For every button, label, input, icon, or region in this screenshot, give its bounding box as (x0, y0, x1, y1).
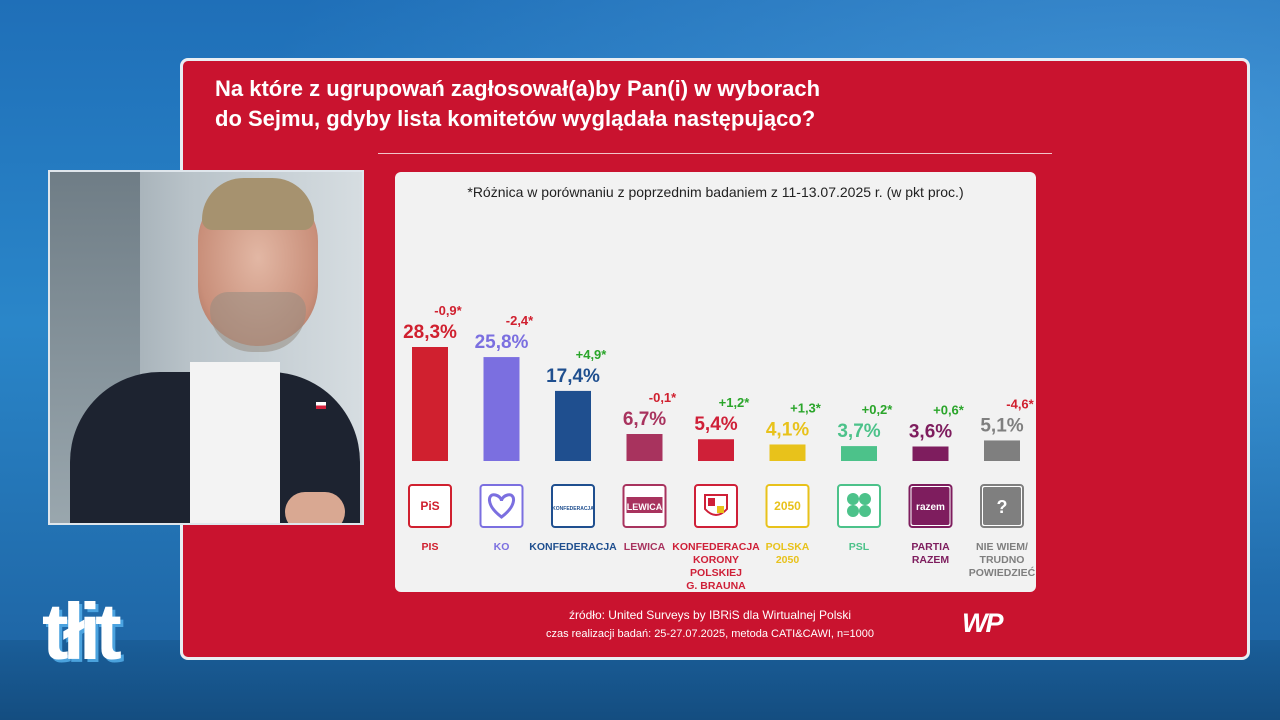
party-logo-text-8: ? (997, 497, 1008, 517)
value-label-2: 17,4% (546, 366, 600, 387)
chart-card: *Różnica w porównaniu z poprzednim badan… (395, 172, 1036, 592)
logo-fill-7 (911, 487, 950, 525)
value-label-4: 5,4% (694, 414, 737, 435)
bar-chart: 28,3% -0,9* PiS PIS 25,8% -2,4* KO 17,4% +4,9* KO… (403, 303, 1036, 592)
change-label-0: -0,9* (434, 303, 462, 318)
wp-logo: WP (962, 608, 1004, 638)
category-label-2-0: KONFEDERACJA (529, 541, 617, 553)
clover-leaf-icon-0 (847, 493, 859, 505)
presenter-shirt (190, 362, 280, 523)
lewica-band-icon (626, 497, 663, 513)
category-label-4-1: KORONY (693, 554, 739, 566)
party-logo-tile-0 (408, 484, 452, 528)
change-label-1: -2,4* (506, 313, 534, 328)
party-logo-tile-2 (551, 484, 595, 528)
flag-pin-icon (316, 402, 326, 409)
presenter-beard (210, 292, 306, 352)
shield-quarter-icon (708, 498, 715, 506)
party-logo-text-0: PiS (420, 499, 439, 513)
change-note: *Różnica w porównaniu z poprzednim badan… (467, 184, 964, 200)
party-logo-text-2: KONFEDERACJA (552, 506, 594, 512)
change-label-3: -0,1* (649, 390, 677, 405)
party-logo-tile-5 (765, 484, 810, 528)
bar-0 (412, 347, 448, 461)
bar-7 (912, 446, 949, 461)
presenter-hair (202, 178, 314, 230)
category-label-7-0: PARTIA (911, 541, 950, 553)
value-label-8: 5,1% (980, 415, 1023, 436)
bar-8 (984, 440, 1020, 461)
poll-question: Na które z ugrupowań zagłosował(a)by Pan… (215, 74, 915, 134)
value-label-7: 3,6% (909, 421, 952, 442)
category-label-5-0: POLSKA (766, 541, 810, 553)
change-label-5: +1,3* (790, 400, 822, 415)
change-label-8: -4,6* (1006, 396, 1034, 411)
category-label-4-0: KONFEDERACJA (672, 541, 760, 553)
source-line: źródło: United Surveys by IBRiS dla Wirt… (568, 608, 852, 622)
bar-3 (626, 434, 663, 461)
category-label-4-2: POLSKIEJ (690, 567, 742, 579)
presenter-video (48, 170, 364, 525)
category-label-6-0: PSL (849, 541, 870, 553)
title-divider (378, 153, 1052, 154)
presenter-hand (285, 492, 345, 523)
clover-leaf-icon-1 (859, 493, 871, 505)
poll-question-line-1: Na które z ugrupowań zagłosował(a)by Pan… (215, 76, 821, 101)
poll-question-line-2: do Sejmu, gdyby lista komitetów wyglądał… (215, 106, 816, 131)
change-label-7: +0,6* (933, 402, 965, 417)
change-label-6: +0,2* (862, 402, 894, 417)
value-label-5: 4,1% (766, 419, 809, 440)
clover-leaf-icon-3 (859, 505, 871, 517)
party-logo-tile-1 (479, 484, 524, 528)
category-label-8-1: TRUDNO (980, 554, 1025, 566)
bar-1 (483, 357, 520, 461)
party-logo-tile-6 (837, 484, 881, 528)
logo-fill-8 (983, 487, 1021, 525)
clover-leaf-icon-2 (847, 505, 859, 517)
category-label-3-0: LEWICA (624, 541, 666, 553)
change-label-2: +4,9* (576, 347, 608, 362)
heart-icon (488, 493, 515, 519)
bar-6 (841, 446, 877, 461)
party-logo-text-3: LEWICA (627, 502, 663, 512)
bar-2 (555, 390, 591, 461)
category-label-7-1: RAZEM (912, 554, 950, 566)
party-logo-text-7: razem (916, 502, 945, 513)
value-label-3: 6,7% (623, 409, 666, 430)
bar-5 (769, 444, 806, 461)
value-label-0: 28,3% (403, 322, 457, 343)
category-label-5-1: 2050 (776, 554, 800, 566)
category-label-0-0: PIS (422, 541, 439, 553)
party-logo-text-5: 2050 (774, 499, 801, 513)
shield-quarter-gold-icon (717, 506, 724, 513)
bar-4 (698, 439, 734, 461)
category-label-4-3: G. BRAUNA (686, 580, 746, 592)
value-label-1: 25,8% (475, 332, 529, 353)
category-label-8-0: NIE WIEM/ (976, 541, 1028, 553)
change-label-4: +1,2* (719, 395, 751, 410)
category-label-8-2: POWIEDZIEĆ (969, 566, 1036, 579)
channel-logo: tłit (42, 587, 122, 676)
category-label-1-0: KO (494, 541, 510, 553)
methodology-line: czas realizacji badań: 25-27.07.2025, me… (545, 628, 875, 640)
value-label-6: 3,7% (837, 421, 880, 442)
